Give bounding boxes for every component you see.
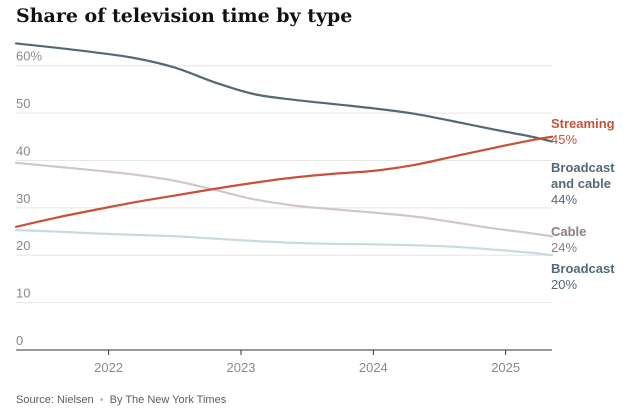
x-tick-label-2022: 2022 — [94, 360, 123, 375]
x-tick-label-2025: 2025 — [491, 360, 520, 375]
x-tick-label-2024: 2024 — [359, 360, 388, 375]
series-line-broadcast — [14, 229, 554, 257]
chart-title: Share of television time by type — [16, 5, 353, 27]
end-label-name-cable-0: Cable — [551, 224, 586, 239]
end-label-value-broadcast-and-cable: 44% — [551, 192, 577, 207]
source-text: Source: Nielsen — [16, 394, 94, 406]
y-tick-label-30: 30 — [16, 191, 30, 206]
byline-text: By The New York Times — [109, 394, 227, 406]
series-line-cable — [14, 161, 554, 238]
end-label-value-cable: 24% — [551, 240, 577, 255]
end-label-name-broadcast-0: Broadcast — [551, 261, 615, 276]
y-tick-label-20: 20 — [16, 238, 30, 253]
y-tick-label-50: 50 — [16, 96, 30, 111]
y-tick-label-40: 40 — [16, 143, 30, 158]
end-label-value-streaming: 45% — [551, 132, 577, 147]
y-tick-label-60: 60% — [16, 49, 42, 64]
y-tick-label-10: 10 — [16, 286, 30, 301]
separator-dot: • — [99, 394, 104, 406]
source-footer: Source: Nielsen • By The New York Times — [16, 394, 226, 406]
end-label-value-broadcast: 20% — [551, 277, 577, 292]
line-chart: 60% 50 40 30 20 10 0 2022 2023 2024 2025 Broadcast… — [14, 42, 615, 375]
end-label-name-streaming-0: Streaming — [551, 116, 615, 131]
end-label-name-broadcast-and-cable-0: Broadcast — [551, 160, 615, 175]
axis-tick-labels: 60% 50 40 30 20 10 0 2022 2023 2024 2025 — [16, 49, 520, 375]
y-tick-label-0: 0 — [16, 333, 23, 348]
x-tick-label-2023: 2023 — [227, 360, 256, 375]
end-label-name-broadcast-and-cable-1: and cable — [551, 176, 611, 191]
series-lines — [14, 42, 554, 257]
series-line-streaming — [14, 135, 554, 228]
series-line-broadcast-and-cable — [14, 42, 554, 143]
gridlines — [16, 65, 552, 351]
